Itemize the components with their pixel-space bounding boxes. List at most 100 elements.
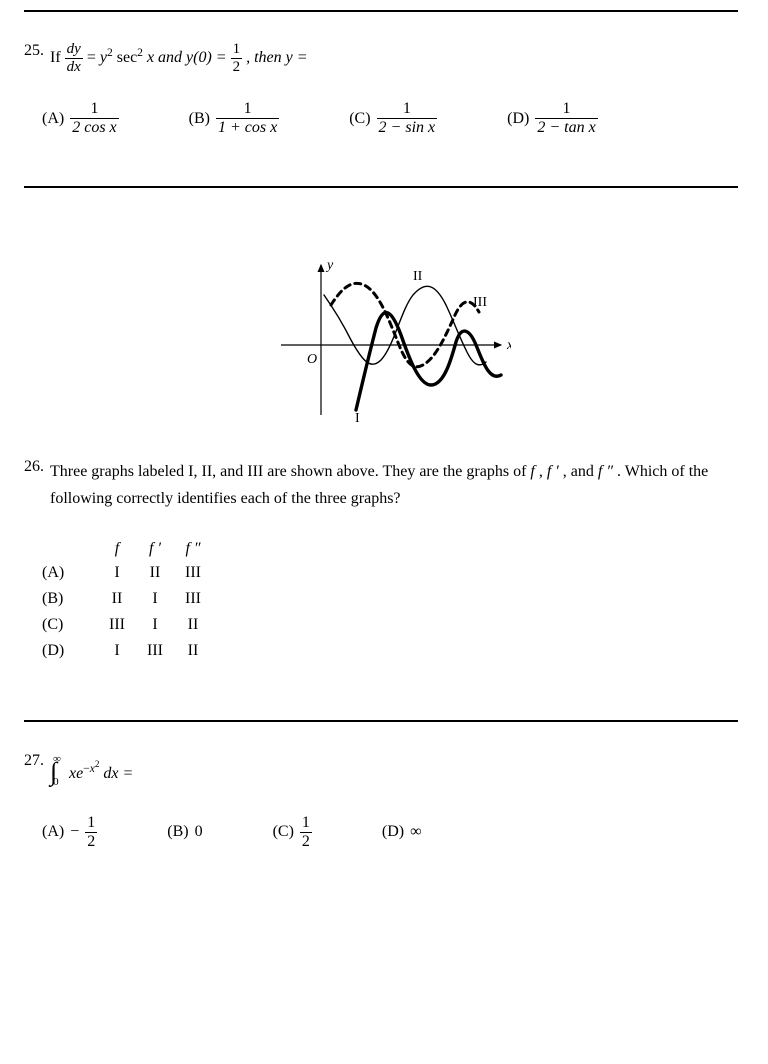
frac-half: 1 2	[231, 42, 243, 75]
t: dx =	[103, 765, 133, 782]
t: 1	[88, 101, 100, 118]
t: , and	[563, 463, 598, 480]
q25-stem: 25. If dy dx = y2 sec2 x and y(0) = 1 2 …	[24, 42, 738, 75]
q27-number: 27.	[24, 752, 44, 770]
frac: 1 1 + cos x	[216, 101, 279, 136]
choice-label: (D)	[382, 823, 404, 841]
t: II	[136, 564, 174, 582]
t: 2	[107, 47, 113, 59]
t: x and	[147, 49, 186, 66]
q26-choice-B[interactable]: (B) II I III	[42, 590, 738, 608]
t: 1	[242, 101, 254, 118]
choice-label: (A)	[42, 110, 64, 128]
t: 1 + cos x	[216, 118, 279, 136]
q26-table: f f ′ f ″ (A) I II III (B) II I III (C) …	[42, 540, 738, 660]
q27-choice-A[interactable]: (A) − 1 2	[42, 815, 97, 850]
t: y(0) =	[186, 49, 231, 66]
t: 0	[195, 823, 203, 841]
choice-label: (C)	[273, 823, 294, 841]
svg-text:II: II	[413, 269, 423, 284]
choice-label: (A)	[42, 823, 64, 841]
q27-choice-D[interactable]: (D) ∞	[382, 823, 422, 841]
q26-number: 26.	[24, 458, 44, 476]
t: 2 cos x	[70, 118, 118, 136]
t: III	[174, 590, 212, 608]
t: 1	[300, 815, 312, 832]
t: I	[136, 590, 174, 608]
q27-stem: 27. ∫ ∞ 0 xe−x2 dx =	[24, 752, 738, 788]
q25-stem-text: If dy dx = y2 sec2 x and y(0) = 1 2 , th…	[50, 42, 308, 75]
t: , then y =	[246, 49, 307, 66]
choice-label: (C)	[42, 616, 98, 634]
svg-text:I: I	[355, 411, 360, 426]
svg-text:x: x	[506, 338, 511, 353]
t: 2	[85, 832, 97, 850]
frac: 1 2 − tan x	[535, 101, 597, 136]
q26-header: f f ′ f ″	[42, 540, 738, 558]
t: 1	[561, 101, 573, 118]
svg-text:y: y	[325, 258, 334, 273]
t: ∞	[410, 823, 421, 841]
t: x	[69, 765, 76, 782]
t: III	[98, 616, 136, 634]
frac-dy-dx: dy dx	[65, 42, 83, 75]
col-fp: f ′	[136, 540, 174, 558]
choice-label: (B)	[42, 590, 98, 608]
t: f ′	[547, 463, 559, 480]
frac: 1 2	[85, 815, 97, 850]
t: 1	[231, 42, 243, 58]
choice-label: (C)	[349, 110, 370, 128]
choice-label: (D)	[42, 642, 98, 660]
svg-text:III: III	[473, 295, 487, 310]
t: sec	[117, 49, 137, 66]
q26-choice-C[interactable]: (C) III I II	[42, 616, 738, 634]
t: 1	[401, 101, 413, 118]
exp: −x2	[83, 763, 99, 775]
t: II	[174, 642, 212, 660]
t: ,	[539, 463, 547, 480]
t: =	[87, 49, 100, 66]
q27-choice-B[interactable]: (B) 0	[167, 823, 202, 841]
q25-choice-C[interactable]: (C) 1 2 − sin x	[349, 101, 437, 136]
integral-icon: ∫ ∞ 0	[50, 752, 65, 788]
t: If	[50, 49, 65, 66]
t: 2 − tan x	[535, 118, 597, 136]
t: I	[136, 616, 174, 634]
t: f	[530, 463, 534, 480]
choice-label: (D)	[507, 110, 529, 128]
svg-text:O: O	[307, 352, 317, 367]
q25-choice-A[interactable]: (A) 1 2 cos x	[42, 101, 119, 136]
q26-choice-A[interactable]: (A) I II III	[42, 564, 738, 582]
q25-choices: (A) 1 2 cos x (B) 1 1 + cos x (C) 1 2 − …	[42, 101, 738, 136]
t: −	[70, 823, 79, 841]
t: f ″	[598, 463, 613, 480]
q25-number: 25.	[24, 42, 44, 60]
t: dy	[65, 42, 83, 58]
t: 2	[300, 832, 312, 850]
t: y	[100, 49, 107, 66]
t: 2	[137, 47, 143, 59]
q27-stem-text: ∫ ∞ 0 xe−x2 dx =	[50, 752, 133, 788]
question-27: 27. ∫ ∞ 0 xe−x2 dx = (A) − 1 2 (B) 0	[24, 752, 738, 849]
t: 1	[85, 815, 97, 832]
q27-choices: (A) − 1 2 (B) 0 (C) 1 2 (D) ∞	[42, 815, 738, 850]
question-26: 26. Three graphs labeled I, II, and III …	[24, 458, 738, 660]
q27-choice-C[interactable]: (C) 1 2	[273, 815, 312, 850]
t: dx	[65, 58, 83, 75]
t: I	[98, 564, 136, 582]
q26-figure: OxyIIIIII	[24, 250, 738, 430]
t: Three graphs labeled I, II, and III are …	[50, 463, 530, 480]
choice-label: (A)	[42, 564, 98, 582]
t: 2	[231, 58, 243, 75]
q26-choice-D[interactable]: (D) I III II	[42, 642, 738, 660]
t: 2 − sin x	[377, 118, 438, 136]
t: III	[136, 642, 174, 660]
q25-choice-D[interactable]: (D) 1 2 − tan x	[507, 101, 598, 136]
choice-label: (B)	[167, 823, 188, 841]
t: II	[174, 616, 212, 634]
upper-limit: ∞	[53, 754, 61, 765]
frac: 1 2 − sin x	[377, 101, 438, 136]
q26-stem-text: Three graphs labeled I, II, and III are …	[50, 458, 738, 512]
question-25: 25. If dy dx = y2 sec2 x and y(0) = 1 2 …	[24, 42, 738, 136]
q25-choice-B[interactable]: (B) 1 1 + cos x	[189, 101, 280, 136]
